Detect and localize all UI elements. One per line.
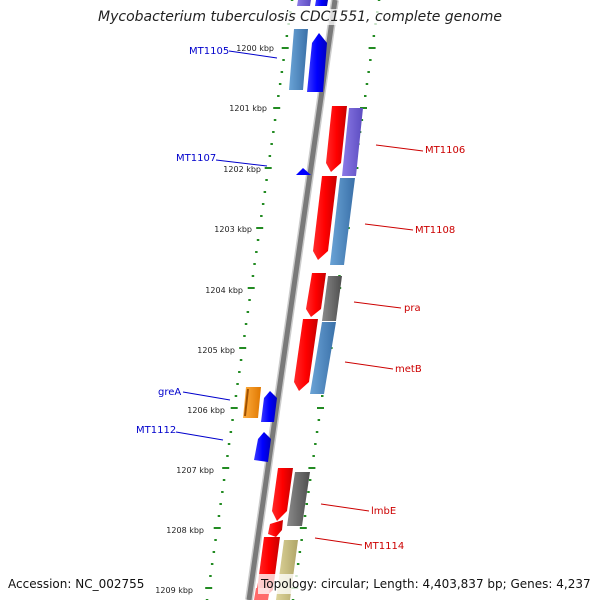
gene-arrow-mt1106 — [326, 106, 347, 172]
gene-block-mt1105 — [289, 29, 308, 90]
scale-tick-label: 1208 kbp — [166, 526, 204, 535]
scale-tick-label: 1202 kbp — [223, 165, 261, 174]
gene-label-mt1112[interactable]: MT1112 — [136, 425, 176, 436]
label-leader — [353, 301, 402, 309]
reverse-gene-labels: MT1105 MT1107 greA MT1112 — [136, 46, 278, 441]
label-leader — [228, 50, 278, 59]
label-leader — [375, 144, 424, 152]
label-leader — [320, 503, 370, 512]
gene-block-grea-edge — [244, 388, 249, 417]
forward-strand-genes — [254, 106, 363, 600]
label-leader — [182, 391, 231, 401]
label-leader — [364, 223, 414, 231]
gene-label-mt1107[interactable]: MT1107 — [176, 153, 216, 164]
accession-label: Accession: NC_002755 — [8, 574, 149, 594]
label-leader — [314, 537, 363, 546]
forward-gene-labels: MT1106 MT1108 pra metB lmbE MT1114 — [314, 144, 465, 552]
gene-arrow-grea — [261, 391, 277, 422]
gene-block-metb — [310, 322, 336, 394]
gene-arrow-pra — [306, 273, 326, 317]
scale-tick-label: 1204 kbp — [205, 286, 243, 295]
reverse-strand-genes — [243, 0, 328, 462]
scale-tick-label: 1203 kbp — [214, 225, 252, 234]
gene-label-mt1108[interactable]: MT1108 — [415, 225, 455, 236]
gene-arrow-top — [315, 0, 328, 6]
gene-block-pra — [322, 276, 342, 321]
map-title: Mycobacterium tuberculosis CDC1551, comp… — [0, 9, 600, 25]
scale-tick-label: 1207 kbp — [176, 466, 214, 475]
gene-block-mt1108 — [330, 178, 355, 265]
gene-arrow-metb — [294, 319, 318, 391]
gene-block-top — [297, 0, 311, 6]
gene-arrow-lmbe — [272, 468, 293, 521]
gene-label-grea[interactable]: greA — [158, 387, 181, 398]
gene-arrow-mt1108 — [313, 176, 337, 260]
genome-backbone-core — [246, 0, 338, 600]
gene-label-mt1105[interactable]: MT1105 — [189, 46, 229, 57]
scale-labels: 1200 kbp 1201 kbp 1202 kbp 1203 kbp 1204… — [155, 44, 274, 595]
gene-arrow-mt1112 — [254, 432, 271, 462]
scale-tick-label: 1206 kbp — [187, 406, 225, 415]
gene-arrow-mt1105 — [307, 33, 327, 92]
gene-label-mt1106[interactable]: MT1106 — [425, 145, 465, 156]
gene-label-lmbe[interactable]: lmbE — [371, 506, 396, 517]
gene-block-lmbe — [287, 472, 310, 526]
scale-tick-label: 1209 kbp — [155, 586, 193, 595]
scale-tick-label: 1200 kbp — [236, 44, 274, 53]
label-leader — [175, 431, 224, 441]
topology-label: Topology: circular; Length: 4,403,837 bp… — [258, 574, 594, 594]
gene-arrow-small — [268, 520, 283, 537]
gene-block-mt1106 — [342, 108, 363, 176]
label-leader — [215, 159, 268, 167]
reverse-strand-tick-track — [205, 0, 294, 600]
gene-label-mt1114[interactable]: MT1114 — [364, 541, 404, 552]
gene-label-pra[interactable]: pra — [404, 303, 421, 314]
gene-arrow-mt1107 — [296, 168, 311, 175]
gene-label-metb[interactable]: metB — [395, 364, 422, 375]
scale-tick-label: 1201 kbp — [229, 104, 267, 113]
scale-tick-label: 1205 kbp — [197, 346, 235, 355]
label-leader — [344, 361, 394, 370]
